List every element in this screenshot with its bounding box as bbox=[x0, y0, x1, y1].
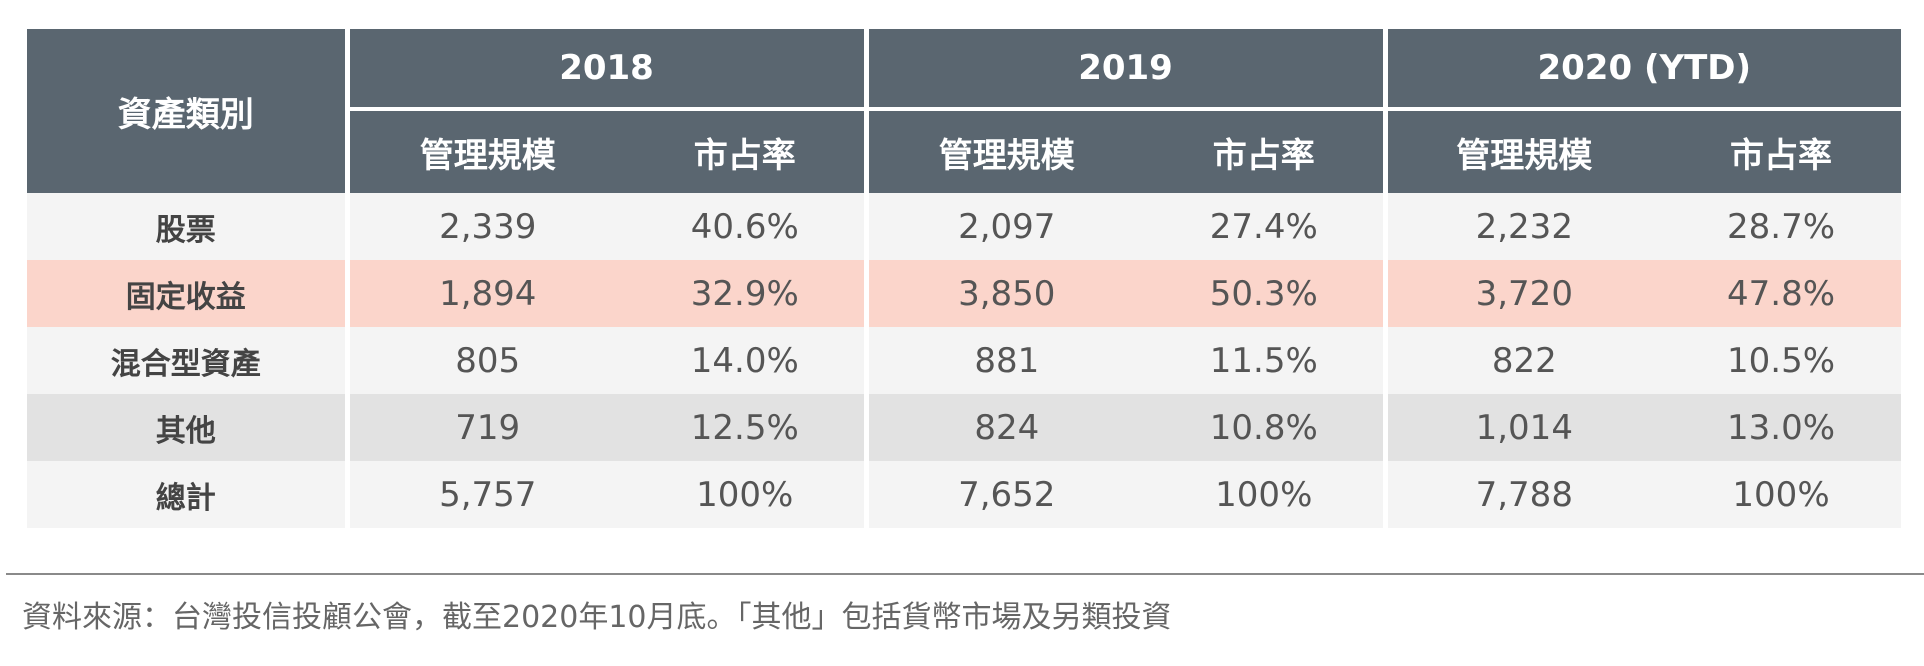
asset-class-table: 資產類別 2018 2019 2020 (YTD) 管理規模 市占率 管理規模 … bbox=[27, 29, 1902, 528]
share-2020-cell: 47.8% bbox=[1661, 260, 1902, 327]
share-2020-cell: 13.0% bbox=[1661, 394, 1902, 461]
aum-2020-cell: 822 bbox=[1385, 327, 1662, 394]
share-2019-cell: 50.3% bbox=[1145, 260, 1388, 327]
table-row-other: 其他 719 12.5% 824 10.8% 1,014 13.0% bbox=[27, 394, 1902, 461]
footer-divider bbox=[6, 573, 1924, 575]
aum-2020-cell: 2,232 bbox=[1385, 193, 1662, 260]
row-category: 固定收益 bbox=[27, 260, 350, 327]
row-category: 混合型資產 bbox=[27, 327, 350, 394]
share-header-2019: 市占率 bbox=[1145, 109, 1388, 193]
source-note: 資料來源：台灣投信投顧公會，截至2020年10月底。「其他」包括貨幣市場及另類投… bbox=[22, 600, 1172, 635]
share-2020-cell: 28.7% bbox=[1661, 193, 1902, 260]
aum-2020-cell: 1,014 bbox=[1385, 394, 1662, 461]
aum-2019-cell: 881 bbox=[866, 327, 1146, 394]
category-column-header: 資產類別 bbox=[27, 29, 350, 193]
aum-2020-cell: 3,720 bbox=[1385, 260, 1662, 327]
share-2019-cell: 100% bbox=[1145, 461, 1388, 528]
share-header-2018: 市占率 bbox=[626, 109, 869, 193]
share-2018-cell: 12.5% bbox=[626, 394, 869, 461]
aum-2018-cell: 2,339 bbox=[347, 193, 626, 260]
year-header-2020-ytd: 2020 (YTD) bbox=[1385, 29, 1902, 111]
row-category: 股票 bbox=[27, 193, 350, 260]
aum-header-2020: 管理規模 bbox=[1385, 109, 1662, 193]
asset-class-table-container: 資產類別 2018 2019 2020 (YTD) 管理規模 市占率 管理規模 … bbox=[27, 29, 1902, 528]
aum-2019-cell: 824 bbox=[866, 394, 1146, 461]
aum-2019-cell: 2,097 bbox=[866, 193, 1146, 260]
aum-2019-cell: 7,652 bbox=[866, 461, 1146, 528]
share-2019-cell: 11.5% bbox=[1145, 327, 1388, 394]
row-category: 總計 bbox=[27, 461, 350, 528]
aum-2018-cell: 1,894 bbox=[347, 260, 626, 327]
aum-header-2019: 管理規模 bbox=[866, 109, 1146, 193]
aum-2018-cell: 805 bbox=[347, 327, 626, 394]
share-2019-cell: 10.8% bbox=[1145, 394, 1388, 461]
row-category: 其他 bbox=[27, 394, 350, 461]
share-2018-cell: 32.9% bbox=[626, 260, 869, 327]
table-row-equity: 股票 2,339 40.6% 2,097 27.4% 2,232 28.7% bbox=[27, 193, 1902, 260]
share-2018-cell: 100% bbox=[626, 461, 869, 528]
share-2019-cell: 27.4% bbox=[1145, 193, 1388, 260]
aum-2020-cell: 7,788 bbox=[1385, 461, 1662, 528]
share-2018-cell: 40.6% bbox=[626, 193, 869, 260]
aum-2019-cell: 3,850 bbox=[866, 260, 1146, 327]
share-2020-cell: 10.5% bbox=[1661, 327, 1902, 394]
year-header-2018: 2018 bbox=[347, 29, 869, 111]
aum-2018-cell: 5,757 bbox=[347, 461, 626, 528]
share-2018-cell: 14.0% bbox=[626, 327, 869, 394]
aum-2018-cell: 719 bbox=[347, 394, 626, 461]
table-row-fixed-income: 固定收益 1,894 32.9% 3,850 50.3% 3,720 47.8% bbox=[27, 260, 1902, 327]
aum-header-2018: 管理規模 bbox=[347, 109, 626, 193]
share-header-2020: 市占率 bbox=[1661, 109, 1902, 193]
table-row-total: 總計 5,757 100% 7,652 100% 7,788 100% bbox=[27, 461, 1902, 528]
table-row-multi-asset: 混合型資產 805 14.0% 881 11.5% 822 10.5% bbox=[27, 327, 1902, 394]
share-2020-cell: 100% bbox=[1661, 461, 1902, 528]
year-header-2019: 2019 bbox=[866, 29, 1388, 111]
